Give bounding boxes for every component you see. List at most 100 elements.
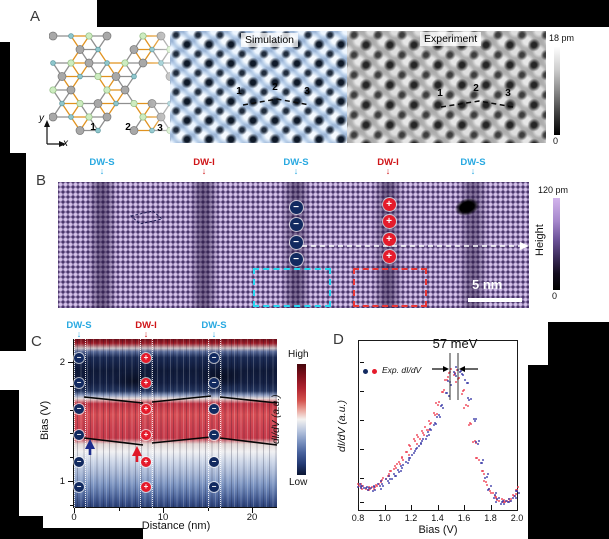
d-y-tick: [359, 478, 364, 479]
spectrum-data-point: [472, 441, 475, 444]
colorbar-c-title: dI/dV (a.u.): [271, 394, 282, 444]
dw-label: DW-S: [283, 157, 309, 168]
spectrum-data-point: [400, 457, 403, 460]
spectrum-data-point: [361, 487, 364, 490]
atom: [50, 60, 56, 66]
spectrum-data-point: [460, 392, 463, 395]
atom: [102, 112, 112, 122]
colorbar-a-max: 18 pm: [549, 33, 575, 43]
d-y-tick: [359, 449, 364, 450]
dw-label: DW-I: [193, 157, 215, 168]
spectrum-data-point: [433, 421, 436, 424]
atom: [49, 112, 58, 122]
atom: [84, 58, 94, 68]
d-x-tick: [490, 505, 492, 510]
colorbar-c-max: High: [288, 349, 309, 360]
atom: [120, 85, 130, 95]
background-block: [0, 153, 26, 351]
peak-separation-annotation: 57 meV: [432, 336, 478, 351]
background-block: [43, 528, 143, 539]
spectrum-data-point: [487, 489, 490, 492]
spectrum-data-point: [394, 474, 397, 477]
spectrum-data-point: [462, 389, 465, 392]
spectrum-data-point: [483, 473, 486, 476]
spectrum-data-point: [404, 450, 407, 453]
spectrum-data-point: [369, 486, 372, 489]
spectrum-data-point: [447, 379, 450, 382]
charge-minus-marker: −: [289, 235, 303, 249]
scale-bar-label: 5 nm: [472, 277, 503, 292]
spectrum-data-point: [495, 492, 498, 495]
spectrum-data-point: [494, 494, 497, 497]
spectrum-data-point: [474, 420, 477, 423]
spectrum-data-point: [388, 470, 391, 473]
spectrum-data-point: [494, 500, 497, 503]
spectrum-data-point: [480, 470, 483, 473]
spectrum-data-point: [427, 428, 430, 431]
d-y-tick: [359, 420, 364, 421]
spectrum-data-point: [377, 483, 380, 486]
spectrum-data-point: [487, 473, 490, 476]
spectrum-data-point: [419, 442, 422, 445]
spectrum-data-point: [468, 421, 471, 424]
spectrum-data-point: [489, 485, 492, 487]
spectrum-data-point: [516, 489, 519, 492]
spectrum-data-point: [358, 483, 361, 486]
spectrum-data-point: [374, 486, 377, 489]
c-y-minor-tick: [70, 504, 73, 506]
exp-site-2: 2: [473, 83, 479, 94]
dw-column-line: [152, 339, 153, 508]
spectrum-data-point: [361, 484, 364, 487]
spectrum-data-point: [447, 395, 450, 398]
spectrum-data-point: [444, 392, 447, 395]
spectrum-data-point: [395, 466, 398, 469]
spectrum-data-point: [399, 469, 402, 472]
spectrum-data-point: [408, 445, 411, 448]
panel-b-label: B: [36, 172, 47, 189]
spectrum-data-point: [359, 486, 362, 489]
atom: [68, 114, 74, 120]
spectrum-data-point: [448, 370, 451, 373]
d-x-tick-label: 0.8: [351, 513, 365, 523]
spectrum-data-point: [415, 442, 418, 445]
spectrum-data-point: [500, 503, 503, 506]
atom: [77, 73, 83, 80]
model-site-2: 2: [125, 122, 131, 133]
charge-minus-marker: −: [208, 377, 220, 389]
atom: [59, 100, 65, 107]
charge-plus-marker: +: [140, 481, 152, 493]
spectrum-data-point: [434, 414, 437, 417]
background-block: [0, 42, 10, 153]
spectrum-data-point: [449, 368, 452, 371]
spectrum-data-point: [409, 456, 412, 459]
charge-minus-marker: −: [73, 456, 85, 468]
spectrum-data-point: [373, 485, 376, 488]
spectrum-data-point: [427, 420, 430, 423]
spectrum-data-point: [491, 492, 494, 495]
c-y-axis-title: Bias (V): [39, 400, 51, 440]
charge-minus-marker: −: [73, 377, 85, 389]
c-x-axis-title: Distance (nm): [141, 520, 211, 532]
d-x-tick: [411, 505, 412, 510]
charge-minus-marker: −: [208, 481, 220, 493]
spectrum-data-point: [495, 495, 498, 498]
spectrum-data-point: [387, 475, 390, 478]
spectrum-data-point: [466, 404, 469, 407]
spectrum-data-point: [386, 480, 389, 483]
scale-bar: [468, 298, 522, 302]
spectrum-data-point: [426, 428, 428, 431]
atom: [49, 31, 58, 41]
spectrum-data-point: [425, 437, 428, 440]
spectrum-data-point: [482, 459, 485, 461]
spectrum-data-point: [410, 454, 413, 456]
spectrum-data-point: [379, 480, 382, 483]
sim-site-2: 2: [272, 82, 278, 93]
spectrum-data-point: [437, 414, 440, 417]
spectrum-data-point: [362, 485, 365, 488]
spectrum-data-point: [426, 434, 429, 437]
c-y-tick-label: 1: [59, 476, 65, 487]
spectrum-data-point: [367, 488, 370, 491]
c-y-minor-tick: [70, 433, 73, 435]
dw-label: DW-I: [135, 320, 157, 331]
spectrum-data-point: [422, 438, 425, 441]
